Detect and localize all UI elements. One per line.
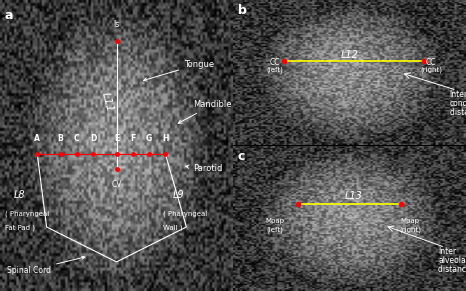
Text: Mpap: Mpap [266,218,284,224]
Text: Is: Is [113,20,120,29]
Text: H: H [162,134,169,143]
Text: ( Pharyngeal: ( Pharyngeal [5,210,49,217]
Text: (right): (right) [399,227,421,233]
Text: L9: L9 [172,190,184,200]
Text: E: E [114,134,119,143]
Text: Parotid: Parotid [185,164,223,173]
Text: Fat Pad ): Fat Pad ) [5,225,34,231]
Text: c: c [238,150,245,163]
Text: C: C [74,134,80,143]
Text: condylar: condylar [450,99,466,108]
Text: Spinal Cord: Spinal Cord [7,256,85,275]
Text: (left): (left) [267,227,283,233]
Text: B: B [58,134,63,143]
Text: Mpap: Mpap [401,218,419,224]
Text: L12: L12 [341,50,358,60]
Text: D: D [90,134,96,143]
Text: CC: CC [270,58,280,67]
Text: Inter: Inter [450,90,466,99]
Text: L11: L11 [100,91,115,113]
Text: (right): (right) [420,67,442,73]
Text: a: a [5,9,13,22]
Text: distance ): distance ) [438,265,466,274]
Text: Wall ): Wall ) [163,225,183,231]
Text: distance ): distance ) [450,108,466,117]
Text: (left): (left) [267,67,283,73]
Text: alveolar: alveolar [438,256,466,265]
Text: CC: CC [426,58,436,67]
Text: G: G [146,134,152,143]
Text: Inter: Inter [438,247,456,256]
Text: Tongue: Tongue [144,60,214,81]
Text: CV: CV [111,180,122,189]
Text: F: F [130,134,136,143]
Text: L13: L13 [345,191,363,201]
Text: b: b [238,4,247,17]
Text: A: A [34,134,40,143]
Text: L8: L8 [14,190,26,200]
Text: ( Pharyngeal: ( Pharyngeal [163,210,207,217]
Text: Mandible: Mandible [178,100,232,123]
